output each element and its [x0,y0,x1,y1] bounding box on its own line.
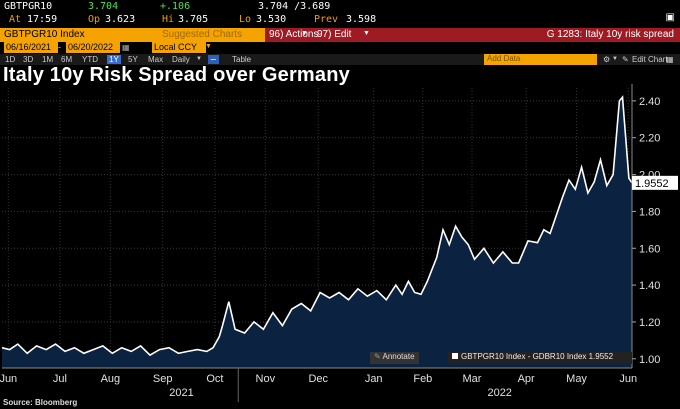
period-3d[interactable]: 3D [23,55,34,64]
period-1d[interactable]: 1D [5,55,16,64]
series-line [1,95,633,357]
chart-title: Italy 10y Risk Spread over Germany [3,64,350,86]
y-tick-label: 2.20 [639,133,660,145]
period-max[interactable]: Max [148,55,164,64]
high-label: Hi [162,14,175,25]
y-tick-label: 1.20 [639,317,660,329]
frequency-select[interactable]: Daily [172,55,190,64]
y-tick-label: 1.40 [639,280,660,292]
period-6m[interactable]: 6M [61,55,73,64]
y-tick-label: 1.00 [639,354,660,366]
x-tick-label: May [566,373,587,385]
last-value-box [632,175,678,190]
period-ytd[interactable]: YTD [82,55,98,64]
period-1m[interactable]: 1M [42,55,54,64]
annotate-button[interactable]: ✎ Annotate [370,352,419,364]
x-tick-label: Jun [619,373,637,385]
table-button[interactable]: Table [232,55,252,64]
quote-header: GBTPGR10 3.704 +.106 3.704 /3.689 [0,1,680,14]
prev-value: 3.598 [346,14,377,25]
frequency-chevron-icon[interactable]: ▼ [196,56,202,62]
edit-chart-pencil-icon[interactable]: ✎ [622,55,629,64]
period-5y[interactable]: 5Y [128,55,138,64]
open-label: Op [88,14,101,25]
edit-chart-button[interactable]: Edit Chart [632,55,668,64]
last-time: 17:59 [27,14,58,25]
legend-text: GBTPGR10 Index - GDBR10 Index 1.9552 [461,352,614,361]
actions-chevron-icon[interactable]: ▼ [301,30,308,37]
annotate-label: Annotate [382,352,415,361]
edit-menu[interactable]: 97) Edit [317,29,352,40]
x-tick-label: Aug [101,373,121,385]
y-axis: 1.001.201.401.601.802.002.202.40 [631,84,660,368]
security-field[interactable]: GBTPGR10 Index [4,29,85,40]
year-label: 2022 [487,387,511,399]
x-tick-label: Feb [413,373,432,385]
period-1y[interactable]: 1Y [107,55,121,64]
calendar-icon[interactable]: ▦ [122,43,130,52]
currency-select[interactable]: Local CCY [152,42,206,53]
year-label: 2021 [169,387,193,399]
settings-icon[interactable]: ⚙ [603,55,611,64]
low-value: 3.530 [256,14,287,25]
high-value: 3.705 [178,14,209,25]
x-axis: Jun Jul Aug Sep Oct Nov Dec Jan Feb Mar Apr May Jun 2… [0,367,637,402]
period-bar: 1D 3D 1M 6M YTD 1Y 5Y Max Daily ▼ ∽ Tabl… [0,54,680,65]
graph-title: G 1283: Italy 10y risk spread [546,29,674,40]
quote-stats: At 17:59 Op 3.623 Hi 3.705 Lo 3.530 Prev… [0,14,680,28]
suggested-charts[interactable]: Suggested Charts [162,29,243,40]
x-tick-label: Jan [365,373,383,385]
end-date-input[interactable]: 06/20/2022 [66,42,120,53]
add-data-input[interactable]: Add Data [484,54,597,65]
x-tick-label: Jun [0,373,17,385]
open-value: 3.623 [105,14,136,25]
x-tick-label: Nov [256,373,276,385]
date-separator: - [58,42,61,52]
start-date-input[interactable]: 06/16/2021 [4,42,58,53]
x-tick-label: Dec [308,373,328,385]
y-tick-label: 2.40 [639,96,660,108]
source-note: Source: Bloomberg [3,398,78,407]
last-price: 3.704 [88,1,119,12]
net-change: +.106 [160,1,191,12]
bid-ask: 3.704 /3.689 [258,1,331,12]
settings-chevron-icon[interactable]: ▼ [612,56,618,62]
x-tick-label: Apr [518,373,535,385]
prev-label: Prev [314,14,339,25]
series-area [2,97,632,368]
y-tick-label: 1.80 [639,206,660,218]
legend: GBTPGR10 Index - GDBR10 Index 1.9552 [448,352,632,364]
x-tick-label: Sep [153,373,173,385]
low-label: Lo [239,14,252,25]
action-bar: 96) Actions ▼ 97) Edit ▼ G 1283: Italy 1… [265,28,680,42]
x-tick-label: Mar [463,373,482,385]
chart-type-icon[interactable]: ∽ [208,55,219,64]
last-value-label: 1.9552 [635,178,669,190]
last-value-tag: 1.9552 [632,175,678,190]
actions-menu[interactable]: 96) Actions [269,29,319,40]
legend-swatch [452,353,458,359]
x-tick-label: Oct [206,373,223,385]
annotate-icon: ✎ [374,352,383,361]
date-range-bar: 06/16/2021 - 06/20/2022 ▦ Local CCY ▼ [0,42,680,54]
currency-chevron-icon[interactable]: ▼ [205,43,212,50]
camera-icon[interactable]: ▣ [665,12,675,23]
chart-options-icon[interactable]: ▦ [666,55,674,64]
at-label: At [9,14,22,25]
edit-chevron-icon[interactable]: ▼ [363,30,370,37]
x-tick-label: Jul [53,373,67,385]
ticker[interactable]: GBTPGR10 [4,1,53,12]
y-tick-label: 1.60 [639,243,660,255]
